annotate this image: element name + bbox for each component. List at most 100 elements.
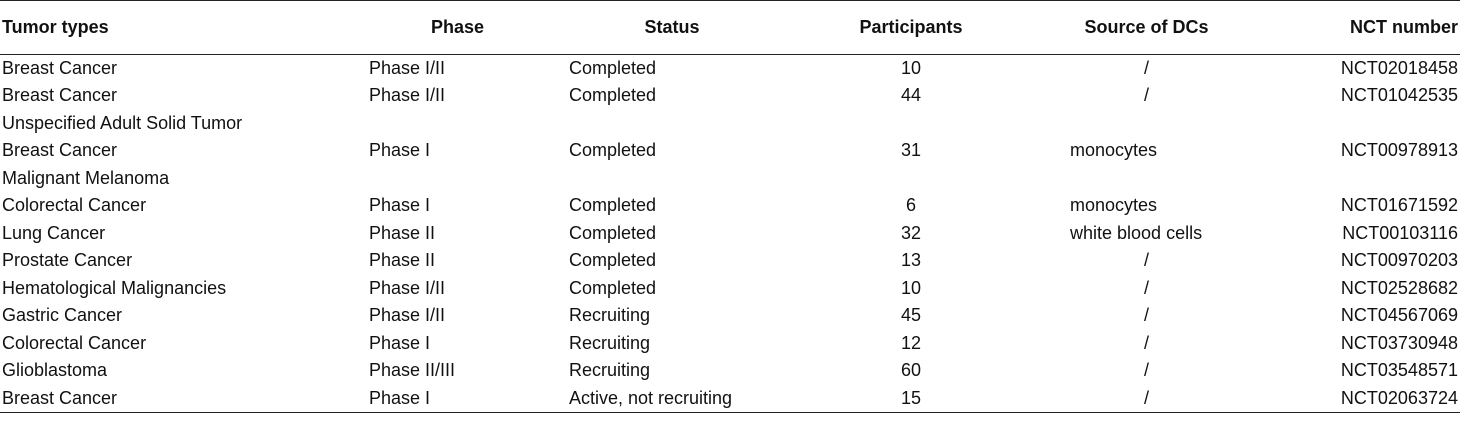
cell-source-of-dcs: monocytes — [1070, 195, 1158, 216]
cell-nct-number: NCT00978913 — [1340, 140, 1458, 161]
cell-participants: 44 — [900, 85, 922, 106]
cell-participants: 12 — [900, 332, 922, 353]
cell-nct-number: NCT01671592 — [1340, 195, 1458, 216]
cell-phase: Phase I/II — [369, 58, 446, 78]
cell-participants: 10 — [900, 277, 922, 298]
cell-phase: Phase I — [352, 384, 563, 413]
cell-participants: 10 — [900, 58, 922, 78]
cell-participants: 15 — [781, 384, 1041, 413]
cell-tumor-type: Gastric Cancer — [2, 305, 123, 326]
cell-participants: 31 — [900, 140, 922, 161]
cell-nct-number: NCT04567069 — [1340, 305, 1458, 326]
cell-source-of-dcs: monocytes — [1070, 140, 1158, 161]
cell-status: Recruiting — [569, 332, 651, 353]
table-row: Hematological Malignancies Phase I/II Comp… — [0, 275, 1460, 303]
cell-participants — [781, 110, 1041, 138]
cell-source-of-dcs: / — [1143, 250, 1149, 271]
header-tumor-types: Tumor types — [0, 0, 352, 55]
cell-status: Completed — [569, 277, 657, 298]
cell-status: Recruiting — [569, 360, 651, 381]
cell-tumor-type: Colorectal Cancer — [2, 195, 147, 216]
cell-source-of-dcs: / — [1041, 384, 1252, 413]
cell-tumor-type: Malignant Melanoma — [2, 167, 170, 188]
cell-status — [563, 110, 781, 138]
cell-tumor-type: Colorectal Cancer — [2, 332, 147, 353]
cell-status: Completed — [569, 195, 657, 216]
table-row: Malignant Melanoma — [0, 165, 1460, 193]
cell-source-of-dcs: / — [1143, 277, 1149, 298]
cell-tumor-type: Hematological Malignancies — [2, 277, 227, 298]
cell-participants: 6 — [905, 195, 916, 216]
cell-phase: Phase I/II — [369, 277, 446, 298]
cell-nct-number: NCT03730948 — [1340, 332, 1458, 353]
cell-phase: Phase I — [369, 195, 431, 216]
cell-tumor-type: Lung Cancer — [2, 222, 106, 243]
cell-phase: Phase I — [369, 140, 431, 161]
cell-status: Completed — [569, 85, 657, 106]
cell-phase: Phase I/II — [369, 305, 446, 326]
cell-tumor-type: Unspecified Adult Solid Tumor — [2, 112, 243, 133]
cell-status: Completed — [569, 140, 657, 161]
cell-nct-number: NCT02018458 — [1340, 58, 1458, 78]
clinical-trials-table: Tumor types Phase Status Participants So… — [0, 0, 1460, 413]
cell-nct-number: NCT02528682 — [1340, 277, 1458, 298]
table-row: Gastric Cancer Phase I/II Recruiting 45 / NCT… — [0, 302, 1460, 330]
cell-status: Recruiting — [569, 305, 651, 326]
cell-status — [563, 165, 781, 193]
table-row: Lung Cancer Phase II Completed 32 white bloo… — [0, 220, 1460, 248]
cell-nct-number: NCT00103116 — [1342, 222, 1458, 243]
cell-status: Completed — [569, 250, 657, 271]
cell-participants: 13 — [900, 250, 922, 271]
cell-tumor-type: Breast Cancer — [0, 384, 352, 413]
cell-participants: 32 — [900, 222, 922, 243]
table-row: Prostate Cancer Phase II Completed 13 / NCT00… — [0, 247, 1460, 275]
table-row: Colorectal Cancer Phase I Completed 6 monocy… — [0, 192, 1460, 220]
cell-phase: Phase II/III — [369, 360, 456, 381]
cell-nct-number: NCT00970203 — [1340, 250, 1458, 271]
cell-nct-number: NCT03548571 — [1340, 360, 1458, 381]
cell-source-of-dcs: white blood cells — [1070, 222, 1203, 243]
cell-nct-number — [1252, 110, 1460, 138]
cell-status: Completed — [569, 58, 657, 78]
cell-source-of-dcs: / — [1143, 305, 1149, 326]
table-row: Breast Cancer Phase I/II Completed 44 / NCT01… — [0, 82, 1460, 110]
cell-tumor-type: Breast Cancer — [2, 85, 118, 106]
cell-tumor-type: Glioblastoma — [2, 360, 108, 381]
header-phase: Phase — [352, 0, 563, 55]
cell-participants: 60 — [900, 360, 922, 381]
cell-phase: Phase I — [369, 332, 431, 353]
cell-phase: Phase II — [369, 250, 436, 271]
cell-tumor-type: Breast Cancer — [2, 140, 118, 161]
header-nct-number: NCT number — [1252, 0, 1460, 55]
cell-source-of-dcs: / — [1143, 332, 1149, 353]
cell-nct-number: NCT02063724 — [1252, 384, 1460, 413]
table-row: Glioblastoma Phase II/III Recruiting 60 / NCT… — [0, 357, 1460, 385]
cell-participants: 45 — [900, 305, 922, 326]
cell-source-of-dcs: / — [1143, 360, 1149, 381]
cell-status: Active, not recruiting — [563, 384, 781, 413]
cell-source-of-dcs — [1041, 165, 1252, 193]
cell-source-of-dcs: / — [1143, 85, 1149, 106]
table-header: Tumor types Phase Status Participants So… — [0, 0, 1460, 55]
cell-status: Completed — [569, 222, 657, 243]
header-source-of-dcs: Source of DCs — [1041, 0, 1252, 55]
cell-phase: Phase II — [369, 222, 436, 243]
cell-source-of-dcs — [1041, 110, 1252, 138]
table-body: Breast Cancer Phase I/II Completed 10/NCT02… — [0, 55, 1460, 413]
cell-tumor-type: Breast Cancer — [2, 58, 118, 78]
cell-phase — [352, 110, 563, 138]
cell-phase — [352, 165, 563, 193]
cell-phase: Phase I/II — [369, 85, 446, 106]
header-row: Tumor types Phase Status Participants So… — [0, 0, 1460, 55]
table-row: Colorectal Cancer Phase I Recruiting 12 / NCT… — [0, 330, 1460, 358]
cell-participants — [781, 165, 1041, 193]
table-row: Breast Cancer Phase I/II Completed 10 / NCT02… — [0, 55, 1460, 83]
header-status: Status — [563, 0, 781, 55]
cell-nct-number: NCT01042535 — [1340, 85, 1458, 106]
table-row: Unspecified Adult Solid Tumor — [0, 110, 1460, 138]
header-participants: Participants — [781, 0, 1041, 55]
cell-source-of-dcs: / — [1143, 58, 1149, 78]
table-row: Breast Cancer Phase I Active, not recruiti… — [0, 384, 1460, 413]
table-row: Breast Cancer Phase I Completed 31 monocytes… — [0, 137, 1460, 165]
